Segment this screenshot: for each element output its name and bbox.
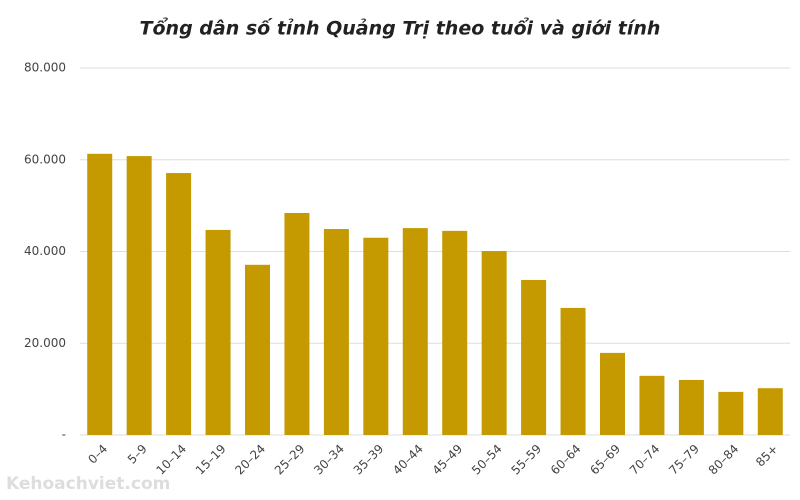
y-tick-label: - xyxy=(62,428,66,442)
bar xyxy=(718,391,744,435)
x-tick-label: 40–44 xyxy=(390,442,426,478)
watermark: Kehoachviet.com xyxy=(6,474,170,494)
bar xyxy=(323,229,349,435)
bar xyxy=(126,156,152,435)
x-tick-label: 75–79 xyxy=(666,442,702,478)
chart-title: Tổng dân số tỉnh Quảng Trị theo tuổi và … xyxy=(140,17,661,40)
bar xyxy=(87,153,113,435)
bar xyxy=(245,264,270,435)
x-tick-label: 25–29 xyxy=(272,442,308,478)
bar xyxy=(205,229,231,435)
bar xyxy=(560,307,586,435)
y-tick-label: 40.000 xyxy=(24,244,66,258)
y-tick-label: 60.000 xyxy=(24,152,66,166)
bar xyxy=(757,388,783,435)
x-tick-label: 55–59 xyxy=(508,442,544,478)
x-tick-label: 80–84 xyxy=(706,442,742,478)
y-tick-label: 20.000 xyxy=(24,336,66,350)
bar xyxy=(442,230,468,435)
bar xyxy=(166,173,192,435)
bar xyxy=(600,352,625,435)
x-tick-label: 50–54 xyxy=(469,442,505,478)
bar xyxy=(639,375,665,435)
x-tick-label: 15–19 xyxy=(193,442,229,478)
x-tick-label: 35–39 xyxy=(351,442,387,478)
x-tick-label: 0–4 xyxy=(85,442,110,467)
x-tick-label: 45–49 xyxy=(430,442,466,478)
y-tick-label: 80.000 xyxy=(24,61,66,75)
x-tick-label: 20–24 xyxy=(232,442,268,478)
x-tick-label: 10–14 xyxy=(153,442,189,478)
bar xyxy=(284,212,310,435)
x-tick-label: 65–69 xyxy=(587,442,623,478)
bar xyxy=(363,237,389,435)
bar xyxy=(678,379,704,435)
x-tick-label: 30–34 xyxy=(311,442,347,478)
x-tick-label: 85+ xyxy=(753,442,781,470)
x-tick-label: 5–9 xyxy=(125,442,150,467)
x-tick-label: 60–64 xyxy=(548,442,584,478)
x-tick-label: 70–74 xyxy=(627,442,663,478)
bar xyxy=(521,279,547,435)
bar xyxy=(402,228,428,435)
bar xyxy=(481,251,507,435)
